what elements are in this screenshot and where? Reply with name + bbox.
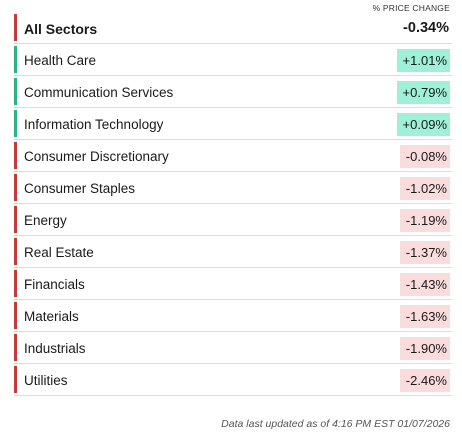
sector-row-information-technology[interactable]: Information Technology +0.09% [14,108,452,140]
column-header-price-change: % PRICE CHANGE [372,3,450,13]
direction-bar [14,46,17,73]
sector-row-consumer-discretionary[interactable]: Consumer Discretionary -0.08% [14,140,452,172]
sector-change-value: +1.01% [396,49,450,72]
direction-bar [14,14,17,41]
sector-list: All Sectors -0.34% Health Care +1.01% Co… [14,12,452,396]
sector-name: Consumer Staples [24,181,136,196]
sector-name: Real Estate [24,245,94,260]
sector-change-value: -1.63% [399,305,450,328]
sector-name: Information Technology [24,117,164,132]
direction-bar [14,110,17,137]
direction-bar [14,366,17,393]
last-updated-note: Data last updated as of 4:16 PM EST 01/0… [221,418,450,430]
sector-name: Consumer Discretionary [24,149,169,164]
sector-row-industrials[interactable]: Industrials -1.90% [14,332,452,364]
sector-change-value: +0.79% [396,81,450,104]
sector-row-materials[interactable]: Materials -1.63% [14,300,452,332]
sector-row-health-care[interactable]: Health Care +1.01% [14,44,452,76]
sector-row-all-sectors[interactable]: All Sectors -0.34% [14,12,452,44]
sector-change-value: -1.43% [399,273,450,296]
direction-bar [14,270,17,297]
sector-change-value: -0.08% [399,145,450,168]
sector-change-value: -0.34% [403,20,449,36]
sector-change-value: -2.46% [399,369,450,392]
sector-change-value: -1.02% [399,177,450,200]
direction-bar [14,142,17,169]
direction-bar [14,334,17,361]
sector-row-communication-services[interactable]: Communication Services +0.79% [14,76,452,108]
sector-change-value: -1.90% [399,337,450,360]
sector-change-value: -1.19% [399,209,450,232]
sector-change-value: +0.09% [396,113,450,136]
sector-row-real-estate[interactable]: Real Estate -1.37% [14,236,452,268]
sector-name: Utilities [24,373,68,388]
direction-bar [14,206,17,233]
sector-change-value: -1.37% [399,241,450,264]
sector-row-consumer-staples[interactable]: Consumer Staples -1.02% [14,172,452,204]
direction-bar [14,238,17,265]
sector-name: Financials [24,277,85,292]
sector-row-financials[interactable]: Financials -1.43% [14,268,452,300]
sector-name: Industrials [24,341,86,356]
sector-name: Materials [24,309,79,324]
sector-name: Energy [24,213,67,228]
sector-row-energy[interactable]: Energy -1.19% [14,204,452,236]
sector-name: Communication Services [24,85,174,100]
direction-bar [14,302,17,329]
sector-row-utilities[interactable]: Utilities -2.46% [14,364,452,396]
direction-bar [14,78,17,105]
sector-name: All Sectors [24,21,98,37]
direction-bar [14,174,17,201]
sector-name: Health Care [24,53,97,68]
